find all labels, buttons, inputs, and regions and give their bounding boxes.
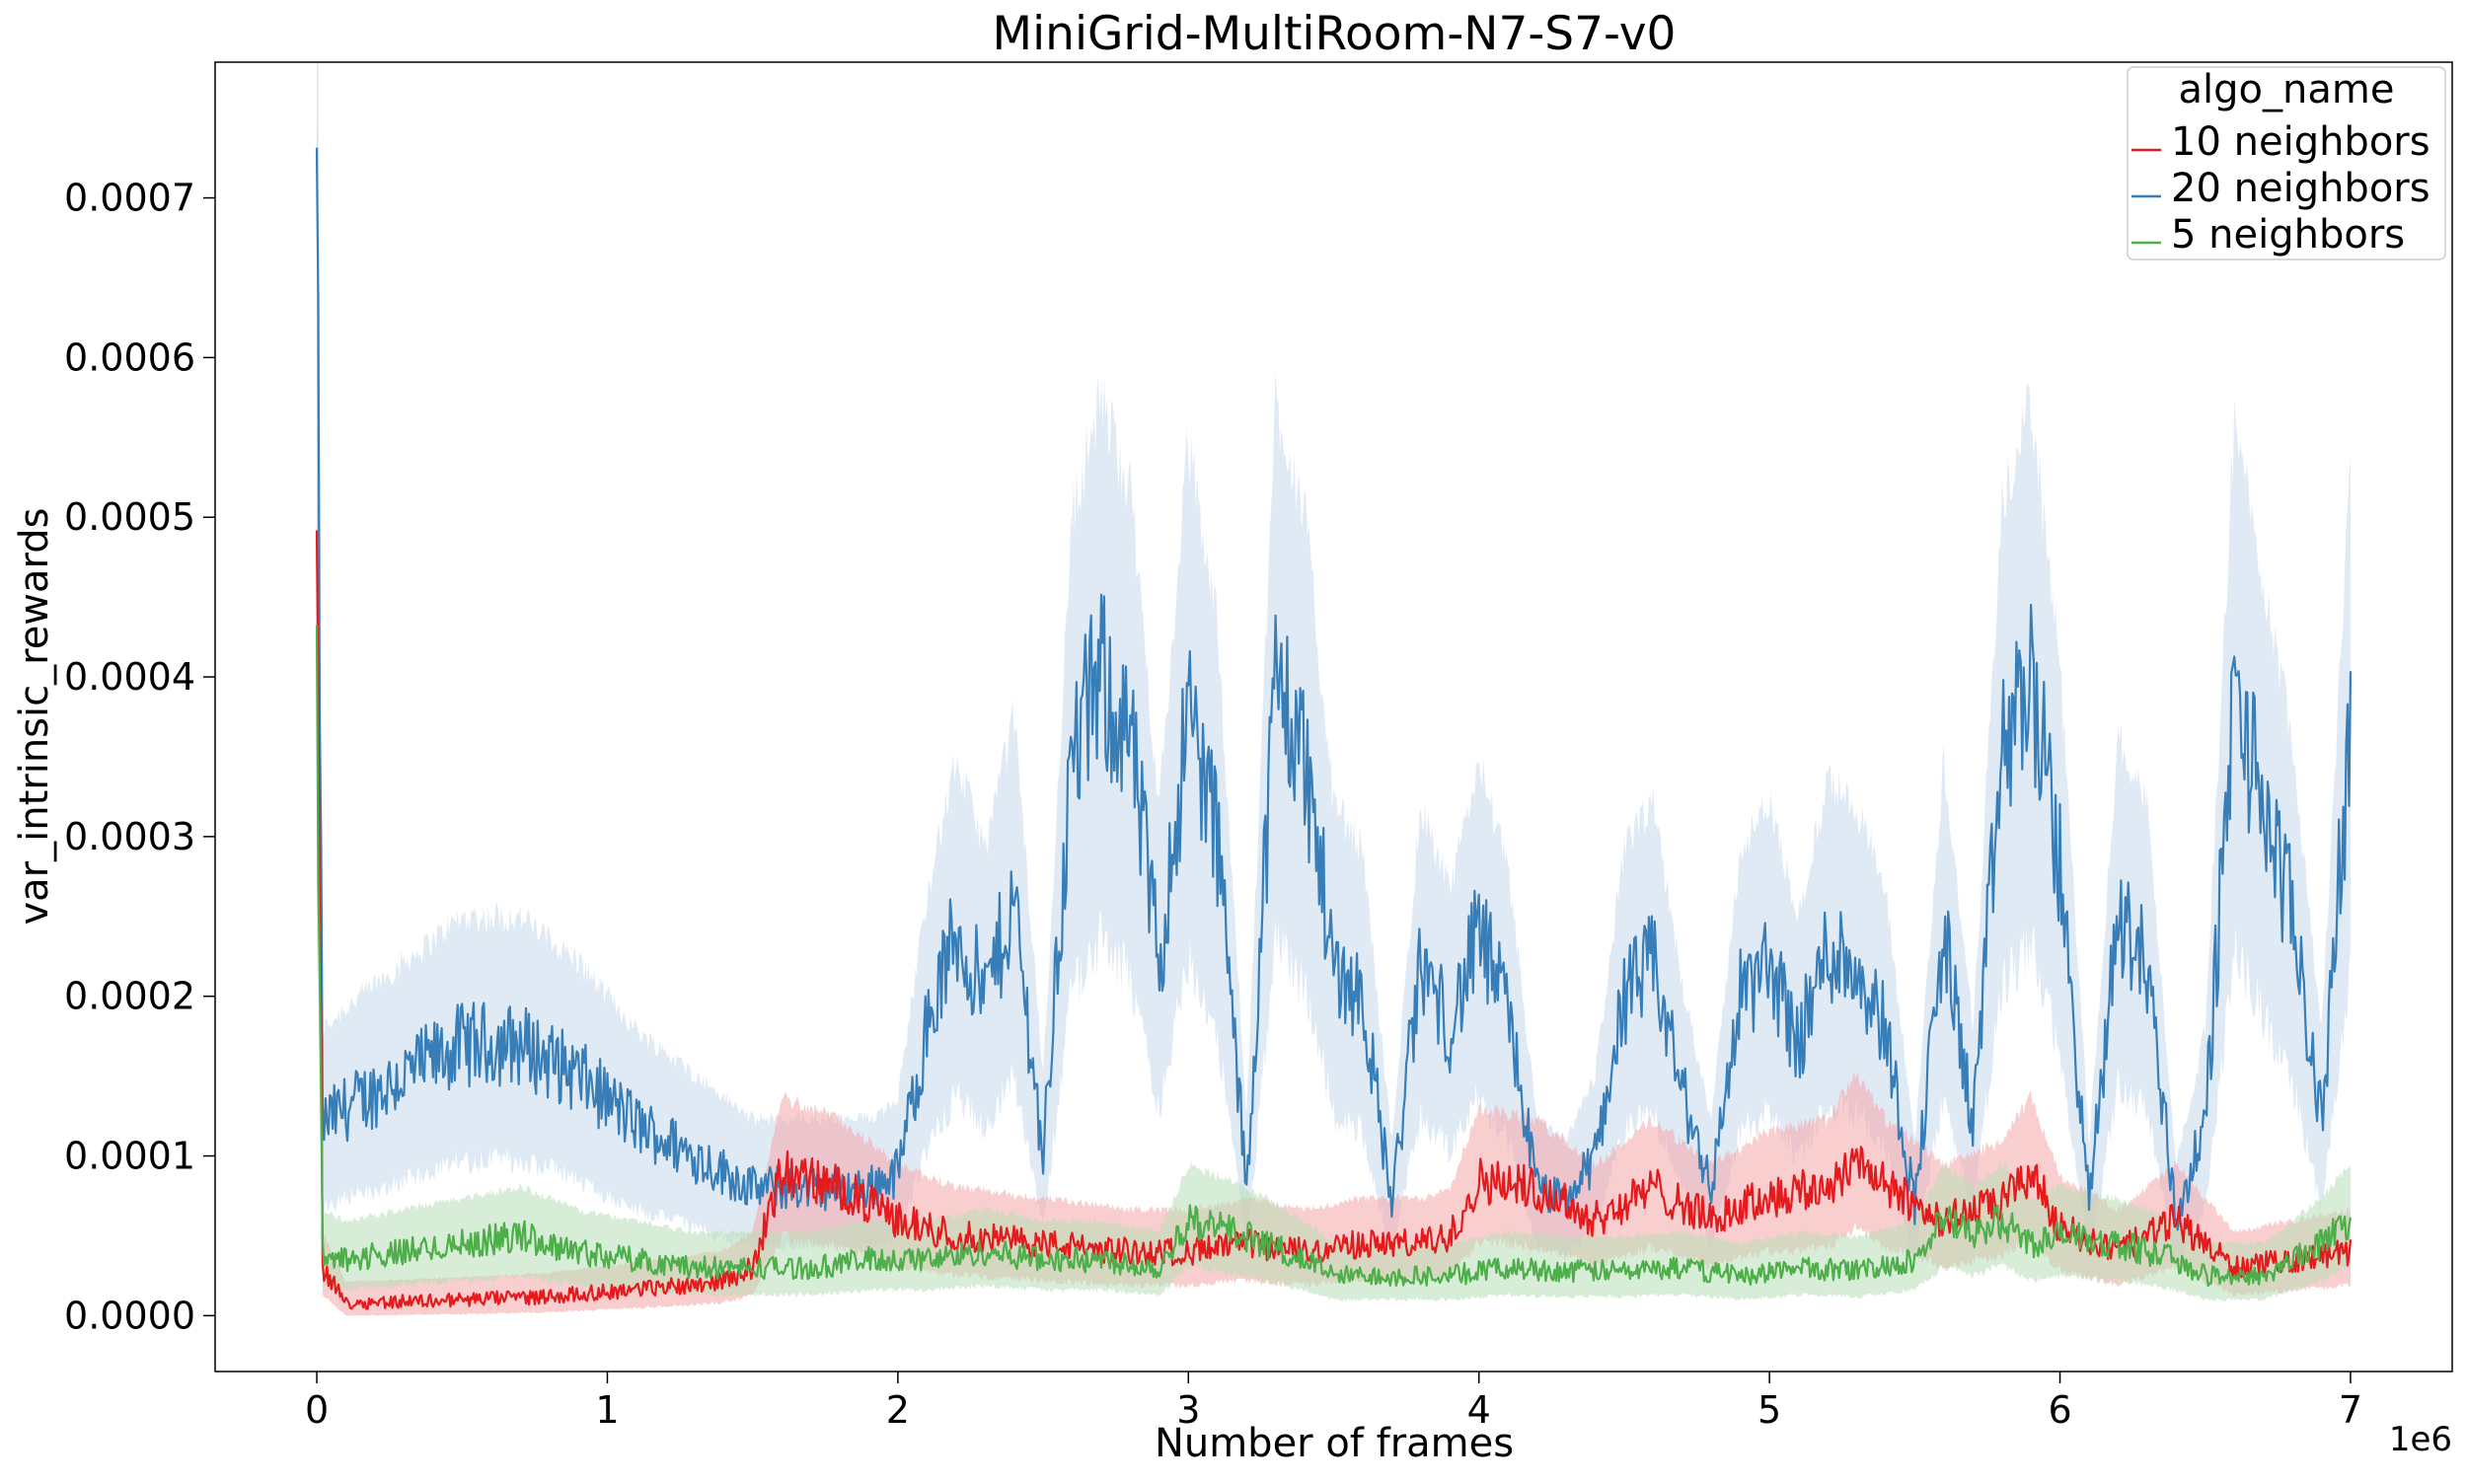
x-axis-label: Number of frames	[1155, 1421, 1514, 1466]
y-tick-label: 0.0007	[64, 177, 195, 220]
y-tick-label: 0.0001	[64, 1135, 195, 1178]
y-tick-label: 0.0005	[64, 495, 195, 539]
x-tick-label: 1	[595, 1388, 619, 1432]
y-axis-ticks: 0.0000 0.0001 0.0002 0.0003 0.0004 0.0005 0.00…	[64, 177, 215, 1337]
series-line-20-neighbors	[315, 147, 2353, 1231]
bands-layer	[317, 62, 2351, 1316]
x-axis-offset-label: 1e6	[2389, 1420, 2452, 1459]
y-axis-label: var_intrinsic_rewards	[12, 507, 57, 925]
series-band-20-neighbors	[317, 62, 2351, 1267]
x-tick-label: 6	[2048, 1388, 2071, 1432]
legend-entry-label: 20 neighbors	[2171, 166, 2430, 211]
legend-title: algo_name	[2179, 67, 2395, 112]
y-tick-label: 0.0002	[64, 975, 195, 1018]
y-tick-label: 0.0003	[64, 815, 195, 858]
series-line-10-neighbors	[315, 530, 2353, 1310]
legend-box	[2127, 66, 2446, 260]
x-tick-label: 2	[886, 1388, 910, 1432]
series-band-5-neighbors	[317, 401, 2351, 1302]
x-axis-ticks: 0 1 2 3 4 5 6 7	[305, 1372, 2362, 1432]
y-tick-label: 0.0004	[64, 655, 195, 699]
plot-frame	[214, 61, 2453, 1373]
y-tick-label: 0.0006	[64, 335, 195, 379]
legend-entry-label: 10 neighbors	[2171, 119, 2430, 165]
series-line-5-neighbors	[315, 625, 2353, 1288]
y-tick-label: 0.0000	[64, 1294, 195, 1337]
x-tick-label: 3	[1176, 1388, 1200, 1432]
lines-layer	[315, 147, 2353, 1310]
x-tick-label: 4	[1467, 1388, 1491, 1432]
legend-entry-label: 5 neighbors	[2171, 212, 2405, 258]
series-band-10-neighbors	[317, 62, 2351, 1316]
x-tick-label: 7	[2339, 1388, 2362, 1432]
chart-title: MiniGrid-MultiRoom-N7-S7-v0	[993, 7, 1677, 61]
x-tick-label: 0	[305, 1388, 329, 1432]
x-tick-label: 5	[1757, 1388, 1781, 1432]
